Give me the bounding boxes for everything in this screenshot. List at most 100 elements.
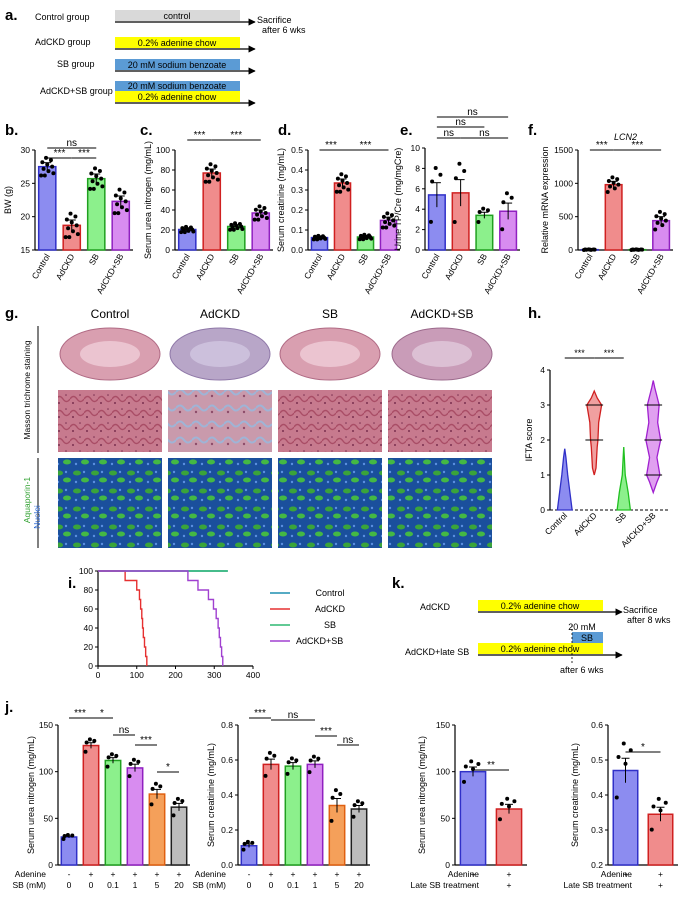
data-point (122, 190, 127, 195)
survival-line (98, 570, 224, 666)
x-tick-label: AdCKD (54, 252, 77, 282)
data-point (653, 227, 658, 232)
y-tick-label: 3 (540, 400, 545, 410)
panel-label-c: c. (140, 122, 153, 139)
data-point (657, 209, 662, 214)
data-point (114, 753, 119, 758)
data-point (636, 247, 641, 252)
design-row-control: Control group (35, 12, 90, 22)
row-label: Late SB treatment (410, 880, 479, 890)
row-value: + (335, 869, 340, 879)
row-value: + (658, 869, 663, 879)
data-point (285, 771, 290, 776)
data-point (663, 800, 668, 805)
y-tick-label: 0 (415, 245, 420, 255)
design-k-bar-adenine (478, 600, 603, 611)
data-point (255, 212, 260, 217)
y-tick-label: 80 (161, 165, 171, 175)
data-point (323, 236, 328, 241)
data-point (389, 213, 394, 218)
row-value: + (313, 869, 318, 879)
bar (612, 769, 639, 866)
data-point (203, 179, 208, 184)
trichrome-image-control (58, 390, 162, 452)
data-point (208, 162, 213, 167)
design-bar-sb (115, 59, 240, 70)
legend-label: AdCKD (315, 604, 346, 614)
data-point (614, 795, 619, 800)
histology-col-sb: SB (322, 307, 338, 321)
row-value: - (68, 869, 71, 879)
data-point (206, 173, 211, 178)
design-bar-sb-label: 20 mM sodium benzoate (128, 81, 227, 91)
data-point (346, 187, 351, 192)
x-tick-label: 0 (96, 670, 101, 680)
data-point (116, 211, 121, 216)
y-tick-label: 100 (39, 767, 53, 777)
y-axis-label: Relative mRNA expression (540, 146, 550, 253)
data-point (263, 773, 268, 778)
data-point (228, 227, 233, 232)
data-point (476, 761, 481, 766)
design-row-adckd: AdCKD group (35, 37, 91, 47)
data-point (649, 827, 654, 832)
x-tick-label: 100 (130, 670, 144, 680)
data-point (485, 208, 490, 213)
row-value: 5 (155, 880, 160, 890)
legend-label: Control (315, 588, 344, 598)
sacrifice-label: Sacrifice (257, 15, 292, 25)
panel-label-a: a. (5, 7, 18, 24)
x-tick-label: Control (543, 510, 570, 537)
panel-label-k: k. (392, 575, 405, 592)
data-point (369, 236, 374, 241)
bar (647, 813, 674, 866)
x-tick-label: 400 (246, 670, 260, 680)
histology-col-adckd: AdCKD (200, 307, 240, 321)
data-point (343, 174, 348, 179)
row-label: Adenine (601, 869, 632, 879)
data-point (584, 247, 589, 252)
design-k-sacrifice: Sacrifice (623, 605, 658, 615)
significance-label: ns (455, 117, 466, 128)
bar (284, 765, 302, 866)
data-point (180, 798, 185, 803)
data-point (63, 235, 68, 240)
y-tick-label: 10 (411, 143, 421, 153)
significance-label: * (100, 708, 104, 719)
data-point (124, 208, 129, 213)
data-point (113, 193, 118, 198)
data-point (616, 182, 621, 187)
data-point (329, 818, 334, 823)
row-value: + (155, 869, 160, 879)
design-bar-adenine-label: 0.2% adenine chow (138, 92, 217, 102)
data-point (90, 179, 95, 184)
x-tick-label: SB (475, 252, 489, 267)
data-point (611, 180, 616, 185)
data-point (589, 247, 594, 252)
data-point (93, 166, 98, 171)
data-point (267, 750, 272, 755)
data-point (210, 175, 215, 180)
y-tick-label: 0.4 (591, 790, 603, 800)
data-point (381, 214, 386, 219)
panel-label-j: j. (4, 699, 13, 716)
histology-panel: Control AdCKD SB AdCKD+SB Masson trichro… (22, 307, 493, 548)
fluorescence-image-control (58, 458, 162, 548)
data-point (250, 840, 255, 845)
y-axis-label: Serum creatinine (mg/mL) (276, 148, 286, 252)
y-tick-label: 0.2 (291, 205, 303, 215)
chart-j2-serum-creatinine: 0.0 0.2 0.4 0.6 0.8 Serum creatinine (mg/mL) A… (192, 708, 370, 890)
data-point (235, 226, 240, 231)
design-bar-adenine (115, 91, 240, 102)
y-tick-label: 0 (48, 860, 53, 870)
data-point (257, 204, 262, 209)
x-tick-label: SB (87, 252, 101, 267)
data-point (112, 211, 117, 216)
design-k-bar-adenine (478, 643, 603, 654)
panel-label-b: b. (5, 122, 18, 139)
data-point (41, 166, 46, 171)
data-point (612, 186, 617, 191)
y-tick-label: 0.8 (221, 720, 233, 730)
